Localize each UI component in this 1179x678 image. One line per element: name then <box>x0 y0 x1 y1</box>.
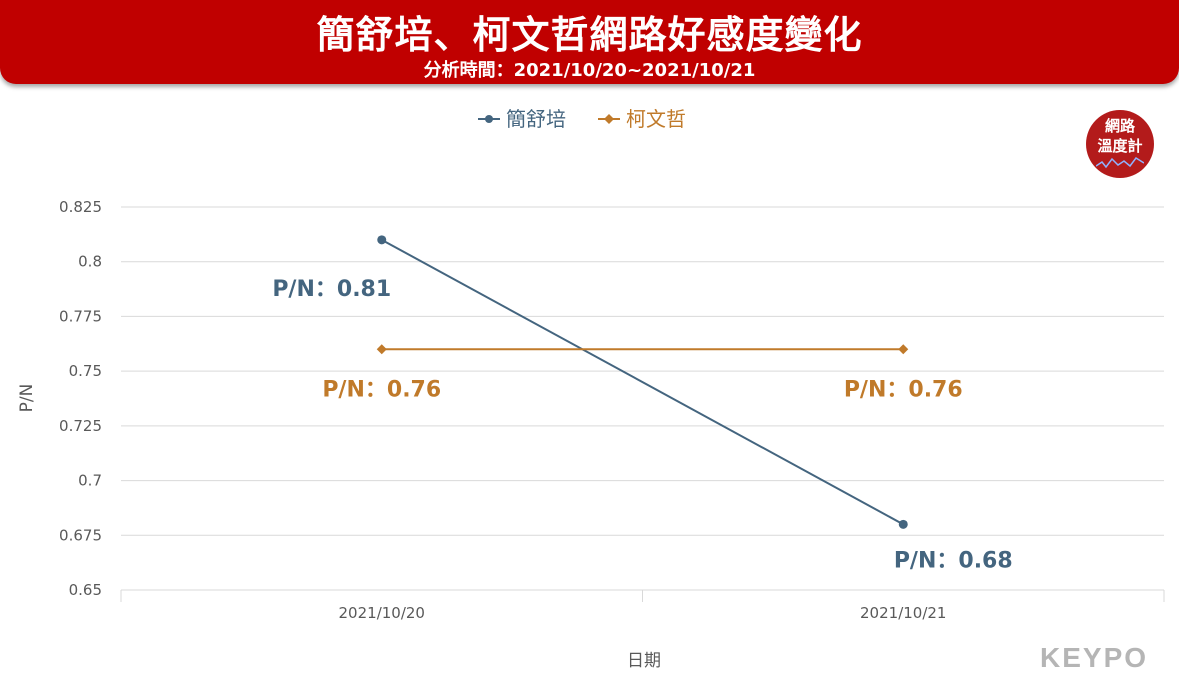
legend-marker <box>604 114 614 124</box>
y-tick-label: 0.65 <box>69 581 102 599</box>
y-tick-label: 0.825 <box>59 198 102 216</box>
data-label: P/N：0.76 <box>844 377 963 402</box>
wave-icon <box>1096 156 1144 169</box>
data-point <box>898 344 909 355</box>
badge-line2: 溫度計 <box>1097 137 1143 155</box>
legend-label: 簡舒培 <box>506 107 566 131</box>
legend-label: 柯文哲 <box>626 107 686 131</box>
series-line <box>381 238 904 526</box>
data-point <box>898 519 908 529</box>
title-banner: 簡舒培、柯文哲網路好感度變化 分析時間：2021/10/20~2021/10/2… <box>0 0 1179 84</box>
y-tick-label: 0.725 <box>59 417 102 435</box>
x-tick-label: 2021/10/20 <box>339 604 425 622</box>
x-axis-title: 日期 <box>627 651 661 671</box>
y-tick-label: 0.75 <box>69 362 102 380</box>
badge-line1: 網路 <box>1104 117 1135 135</box>
data-point <box>377 235 387 245</box>
y-tick-label: 0.675 <box>59 526 102 544</box>
analysis-period: 分析時間：2021/10/20~2021/10/21 <box>423 60 756 81</box>
chart-title: 簡舒培、柯文哲網路好感度變化 <box>316 13 863 57</box>
y-tick-label: 0.8 <box>78 253 102 271</box>
data-label: P/N：0.68 <box>894 548 1013 573</box>
y-tick-label: 0.775 <box>59 307 102 325</box>
data-label: P/N：0.76 <box>322 377 441 402</box>
network-thermometer-logo: 網路 溫度計 <box>1086 110 1154 178</box>
data-point <box>376 344 387 355</box>
legend-marker <box>485 115 493 123</box>
y-tick-label: 0.7 <box>78 472 102 490</box>
keypo-logo: KEYPO <box>1040 642 1149 673</box>
y-axis-title: P/N <box>17 384 37 413</box>
x-tick-label: 2021/10/21 <box>860 604 946 622</box>
data-label: P/N：0.81 <box>272 277 391 302</box>
